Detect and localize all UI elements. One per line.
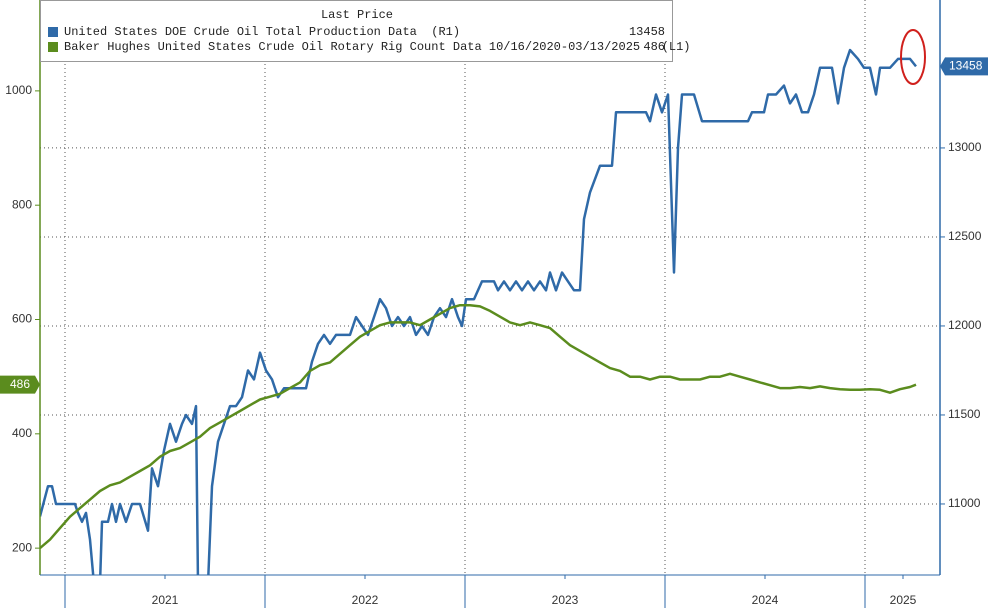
legend-swatch bbox=[48, 27, 58, 37]
y-tick-label: 1000 bbox=[5, 83, 32, 97]
legend-title: Last Price bbox=[321, 8, 393, 22]
y-tick-label: 400 bbox=[12, 426, 32, 440]
legend-swatch bbox=[48, 42, 58, 52]
plot-area bbox=[40, 48, 917, 575]
last-value-tag bbox=[0, 375, 40, 394]
last-value-label: 486 bbox=[10, 377, 30, 391]
y2-tick-label: 11000 bbox=[948, 496, 981, 510]
y2-tick-label: 12000 bbox=[948, 318, 982, 332]
y2-tick-label: 13000 bbox=[948, 140, 982, 154]
x-tick-label: 2022 bbox=[352, 593, 379, 607]
x-tick-label: 2024 bbox=[752, 593, 779, 607]
series-line bbox=[40, 48, 917, 575]
last-value-label: 13458 bbox=[949, 59, 983, 73]
legend-label: United States DOE Crude Oil Total Produc… bbox=[64, 25, 460, 39]
x-tick-label: 2025 bbox=[890, 593, 917, 607]
y-tick-label: 600 bbox=[12, 312, 32, 326]
axes: 200 400 600 800 1000 11000 11500 12000 12500 1300… bbox=[0, 57, 988, 608]
legend-label: Baker Hughes United States Crude Oil Rot… bbox=[64, 40, 691, 54]
highlight-circle bbox=[900, 29, 926, 85]
legend-value: 486 bbox=[643, 40, 665, 54]
series-line bbox=[40, 303, 917, 550]
legend-value: 13458 bbox=[629, 25, 665, 39]
y-tick-label: 800 bbox=[12, 197, 32, 211]
legend: Last Price United States DOE Crude Oil T… bbox=[40, 0, 691, 62]
x-tick-label: 2021 bbox=[152, 593, 179, 607]
y2-tick-label: 11500 bbox=[948, 407, 981, 421]
last-value-tag bbox=[940, 57, 988, 76]
y-tick-label: 200 bbox=[12, 540, 32, 554]
x-tick-label: 2023 bbox=[552, 593, 579, 607]
legend-box bbox=[40, 0, 673, 62]
y2-tick-label: 12500 bbox=[948, 229, 982, 243]
